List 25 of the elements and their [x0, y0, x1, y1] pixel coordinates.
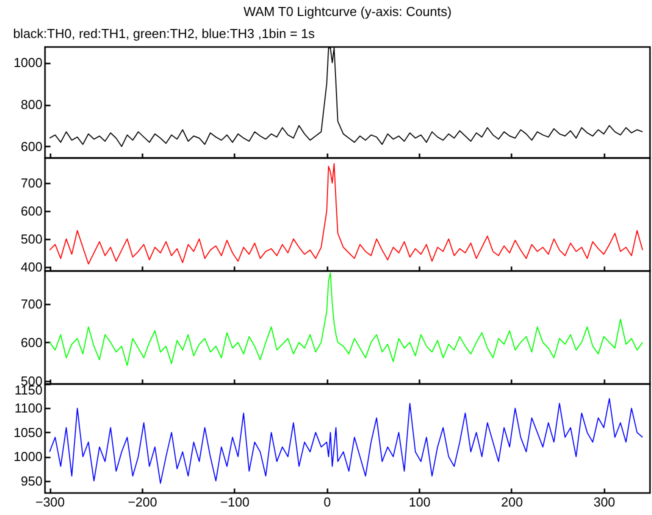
y-tick-label: 1050	[14, 424, 42, 440]
y-tick-label: 600	[20, 204, 42, 219]
y-tick-label: 1100	[14, 400, 42, 416]
y-tick-label: 950	[20, 473, 42, 488]
y-tick-label: 400	[20, 259, 42, 274]
line-series	[49, 398, 644, 484]
y-tick-label: 1000	[14, 55, 42, 70]
y-tick-label: 600	[20, 138, 42, 154]
y-tick-label: 700	[20, 296, 42, 312]
line-series	[49, 272, 644, 366]
x-tick-label: −200	[128, 494, 158, 510]
x-tick-label: 0	[324, 494, 331, 510]
x-tick-label: 300	[593, 494, 616, 510]
x-tick-label: −100	[220, 494, 250, 510]
chart-title: WAM T0 Lightcurve (y-axis: Counts)	[242, 3, 453, 21]
line-series	[49, 163, 644, 265]
y-tick-label: 700	[20, 176, 42, 191]
chart-subtitle: black:TH0, red:TH1, green:TH2, blue:TH3 ,1bin = 1s	[13, 26, 316, 41]
x-tick-label: −300	[35, 494, 65, 510]
x-tick-label: 100	[408, 494, 430, 510]
x-tick-label: 200	[501, 494, 523, 510]
y-tick-label: 500	[20, 231, 42, 246]
y-tick-label: 600	[20, 334, 42, 350]
y-tick-label: 1000	[14, 449, 42, 464]
y-tick-label: 800	[20, 97, 42, 112]
